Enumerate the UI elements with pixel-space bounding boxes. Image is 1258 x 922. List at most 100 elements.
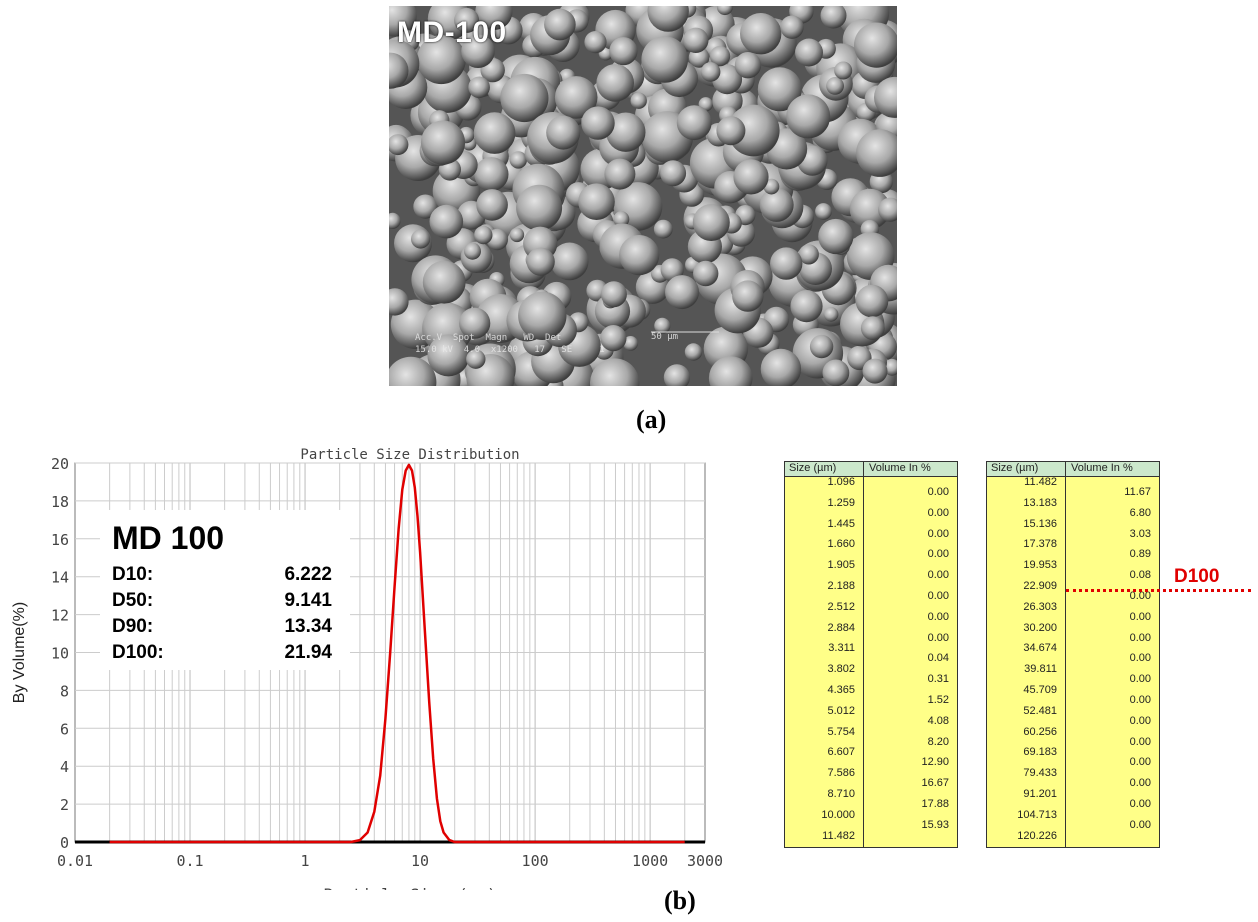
- particle: [854, 22, 897, 68]
- size-volume-table-right: Size (µm) Volume In % 11.482 13.183 15.136…: [986, 461, 1160, 848]
- particle: [717, 6, 733, 16]
- x-tick-label: 0.1: [176, 852, 203, 870]
- size-cell: 4.365: [827, 684, 855, 696]
- table-header: Size (µm) Volume In %: [785, 462, 957, 477]
- summary-value: 13.34: [284, 616, 332, 637]
- y-tick-label: 4: [60, 758, 69, 776]
- particle: [732, 280, 764, 312]
- summary-key: D10:: [112, 564, 154, 585]
- particle: [461, 34, 495, 68]
- summary-value: 21.94: [284, 642, 332, 663]
- particle: [786, 94, 831, 139]
- particle: [619, 235, 660, 276]
- size-cell: 2.188: [827, 580, 855, 592]
- x-tick-label: 3000: [687, 852, 723, 870]
- caption-a: (a): [636, 405, 667, 434]
- particle: [546, 115, 581, 150]
- particle: [600, 325, 627, 352]
- summary-title: MD 100: [112, 520, 225, 556]
- particle: [834, 61, 853, 80]
- header-volume: Volume In %: [1071, 462, 1133, 474]
- volume-cell: 8.20: [927, 735, 949, 748]
- particle: [708, 356, 753, 386]
- x-tick-label: 1: [301, 852, 310, 870]
- size-cell: 5.012: [827, 704, 855, 717]
- size-cell: 1.660: [827, 538, 855, 551]
- volume-cell: 0.00: [1129, 673, 1151, 686]
- size-cell: 8.710: [827, 788, 855, 800]
- size-cell: 30.200: [1023, 621, 1057, 634]
- size-cell: 39.811: [1024, 663, 1057, 676]
- particle: [878, 197, 897, 222]
- particle: [600, 281, 627, 308]
- size-cell: 60.256: [1023, 725, 1057, 738]
- size-cell: 104.713: [1017, 808, 1057, 821]
- particle: [509, 151, 527, 169]
- particle: [733, 159, 769, 195]
- particle: [700, 62, 721, 82]
- y-tick-label: 20: [51, 455, 69, 473]
- volume-cell: 0.00: [1129, 798, 1151, 810]
- particle: [684, 343, 703, 361]
- volume-cell: 0.04: [927, 652, 949, 665]
- particle: [413, 194, 438, 219]
- particle: [389, 6, 417, 37]
- caption-b: (b): [664, 886, 696, 915]
- summary-key: D100:: [112, 642, 164, 663]
- particle: [429, 204, 464, 239]
- particle: [809, 334, 834, 359]
- y-tick-label: 0: [60, 834, 69, 852]
- particle: [389, 288, 409, 316]
- header-size: Size (µm): [789, 462, 837, 474]
- particle: [855, 284, 889, 318]
- particle: [474, 225, 493, 245]
- size-cell: 17.378: [1023, 538, 1057, 551]
- sem-image-label: MD-100: [397, 16, 507, 49]
- header-size: Size (µm): [991, 462, 1039, 474]
- volume-cell: 11.67: [1124, 486, 1151, 498]
- particle: [454, 7, 480, 33]
- volume-cell: 0.00: [1129, 652, 1151, 665]
- particle: [740, 13, 782, 55]
- particle: [862, 358, 888, 384]
- size-cell: 1.905: [827, 559, 855, 572]
- header-volume: Volume In %: [869, 462, 931, 474]
- x-axis-label: Particle Size (um): [323, 885, 496, 890]
- volume-cell: 0.00: [927, 631, 949, 644]
- volume-cell: 15.93: [921, 818, 949, 831]
- size-cell: 11.482: [1024, 476, 1057, 488]
- column-divider: [863, 462, 864, 847]
- size-cell: 5.754: [827, 725, 855, 738]
- volume-cell: 6.80: [1129, 506, 1151, 519]
- y-tick-label: 18: [51, 493, 69, 511]
- size-cell: 1.445: [827, 517, 855, 530]
- size-cell: 6.607: [827, 746, 855, 759]
- particle: [795, 38, 823, 67]
- particle: [609, 37, 638, 66]
- particle: [683, 27, 709, 53]
- particle: [466, 349, 486, 369]
- y-tick-label: 8: [60, 682, 69, 700]
- particle: [606, 112, 646, 152]
- volume-cell: 0.00: [1129, 818, 1151, 831]
- volume-cell: 0.00: [1129, 714, 1151, 727]
- particle: [473, 112, 516, 154]
- volume-cell: 1.52: [927, 694, 949, 706]
- volume-cell: 0.00: [927, 486, 949, 498]
- particle: [647, 6, 689, 32]
- chart-title: Particle Size Distribution: [300, 447, 519, 463]
- summary-value: 6.222: [284, 564, 332, 585]
- particle: [734, 52, 762, 79]
- particle: [798, 244, 819, 265]
- particle: [476, 189, 508, 221]
- summary-key: D50:: [112, 590, 154, 611]
- particle: [500, 73, 549, 123]
- particle: [820, 6, 847, 29]
- d100-marker-line: [1066, 589, 1251, 592]
- summary-value: 9.141: [284, 590, 332, 611]
- particle: [596, 64, 634, 102]
- volume-cell: 0.89: [1129, 548, 1151, 561]
- volume-cell: 0.00: [1129, 610, 1151, 623]
- particle: [550, 242, 589, 281]
- particle: [581, 106, 615, 140]
